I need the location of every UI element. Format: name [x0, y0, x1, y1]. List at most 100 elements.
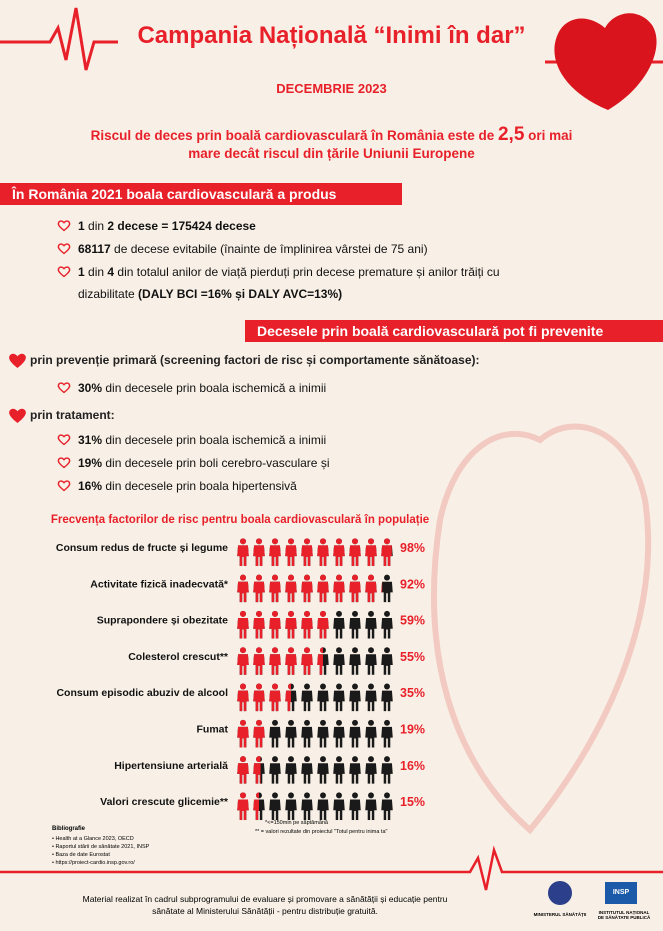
t: 30%	[78, 381, 103, 395]
row-label: Consum redus de fructe și legume	[56, 542, 228, 554]
item: 1 din 2 decese = 175424 decese	[78, 219, 256, 233]
person-icon	[349, 756, 361, 784]
t: din	[84, 219, 108, 233]
item: 31% din decesele prin boala ischemică a …	[78, 433, 326, 447]
t: dizabilitate	[78, 287, 139, 301]
person-icon	[333, 610, 345, 639]
person-icon	[349, 792, 361, 821]
person-icon	[237, 683, 249, 712]
t: 19%	[78, 456, 103, 470]
ecg-line	[0, 7, 118, 71]
heart-icon	[57, 220, 71, 232]
heart-icon	[9, 408, 26, 424]
subtitle: mare decât riscul din țările Uniunii Eur…	[188, 146, 475, 161]
person-icon	[381, 792, 393, 821]
person-icon	[253, 610, 265, 639]
t: de decese evitabile (înainte de împlinir…	[110, 242, 428, 256]
person-icon	[381, 683, 393, 712]
value-label: 59%	[400, 614, 425, 628]
bib-item: • Baza de date Eurostat	[52, 852, 110, 858]
person-icon	[317, 574, 329, 603]
banner: Decesele prin boală cardiovasculară pot …	[245, 320, 663, 342]
person-icon	[301, 647, 313, 675]
ecg-line	[0, 845, 663, 891]
heart-icon	[57, 457, 71, 469]
person-icon	[317, 756, 329, 784]
person-icon	[237, 574, 249, 603]
person-icon	[301, 538, 313, 566]
heart-icon	[57, 382, 71, 394]
item: 1 din 4 din totalul anilor de viață pier…	[78, 265, 500, 279]
t: din decesele prin boala hipertensivă	[102, 479, 297, 493]
person-icon	[269, 719, 281, 748]
t: 31%	[78, 433, 103, 447]
subtitle-number: 2,5	[497, 124, 525, 145]
chart-title: Frecvența factorilor de risc pentru boal…	[50, 514, 430, 526]
risk-share	[237, 538, 392, 566]
t: 4	[107, 265, 115, 279]
heart-icon	[57, 434, 71, 446]
subtitle: Riscul de deces prin boală cardiovascula…	[0, 124, 663, 146]
person-icon	[253, 647, 265, 675]
person-icon	[269, 574, 281, 603]
title: Campania Națională “Inimi în dar”	[137, 22, 526, 49]
logo-insp	[605, 882, 637, 904]
person-icon	[237, 538, 249, 566]
person-icon	[333, 538, 345, 566]
item: dizabilitate (DALY BCI =16% și DALY AVC=…	[78, 287, 342, 301]
heart-icon	[9, 353, 26, 369]
bib-item: • Raportul stării de sănătate 2021, INSP	[52, 844, 150, 850]
subtitle-text: Riscul de deces prin boală cardiovascula…	[90, 128, 498, 143]
bib-title: Bibliografie	[52, 826, 86, 832]
person-icon	[333, 719, 345, 748]
row-label: Hipertensiune arterială	[114, 760, 228, 772]
person-icon	[317, 683, 329, 712]
person-icon	[333, 574, 345, 603]
value-label: 15%	[400, 795, 425, 809]
person-icon	[381, 574, 393, 603]
person-icon	[365, 792, 377, 821]
person-icon	[237, 610, 249, 639]
row-label: Consum episodic abuziv de alcool	[56, 687, 228, 699]
logo-text: INSP	[612, 889, 630, 896]
group-label: prin prevenție primară (screening factor…	[30, 353, 480, 367]
group-label: prin tratament:	[30, 408, 115, 422]
heart-image	[554, 13, 657, 110]
person-icon	[253, 538, 265, 566]
row-label: Colesterol crescut**	[128, 651, 229, 663]
person-icon	[285, 647, 297, 675]
person-icon	[237, 756, 249, 784]
banner: În România 2021 boala cardiovasculară a …	[0, 183, 402, 205]
item: 30% din decesele prin boala ischemică a …	[78, 381, 326, 395]
person-icon	[253, 719, 265, 748]
person-icon	[269, 683, 281, 712]
person-icon	[349, 538, 361, 566]
person-icon	[285, 610, 297, 639]
person-icon	[381, 538, 392, 566]
t: 1	[78, 265, 85, 279]
person-icon	[365, 647, 377, 675]
bib-list: • Health at a Glance 2023, OECD • Raportu…	[52, 835, 149, 867]
person-icon	[285, 574, 297, 603]
logo-ministry	[548, 881, 572, 905]
t: din decesele prin boala ischemică a inim…	[102, 433, 327, 447]
date: DECEMBRIE 2023	[276, 81, 387, 96]
person-icon	[333, 647, 345, 675]
bib-item: • https://proiect-cardio.insp.gov.ro/	[52, 860, 135, 866]
value-label: 35%	[400, 686, 425, 700]
t: decese = 175424 decese	[114, 219, 256, 233]
t: (DALY BCI =16% și DALY AVC=13%)	[138, 287, 343, 301]
person-icon	[269, 756, 281, 784]
person-icon	[237, 647, 249, 675]
logo-caption: INSTITUTUL NAȚIONAL DE SĂNĂTATE PUBLICĂ	[597, 910, 651, 920]
logo-caption: MINISTERUL SĂNĂTĂȚII	[533, 912, 587, 917]
person-icon	[285, 719, 297, 748]
person-icon	[317, 610, 329, 639]
value-label: 16%	[400, 759, 425, 773]
person-icon	[333, 756, 345, 784]
row-label: Fumat	[197, 724, 229, 736]
person-icon	[301, 756, 313, 784]
person-icon	[301, 683, 313, 712]
person-icon	[301, 792, 313, 821]
